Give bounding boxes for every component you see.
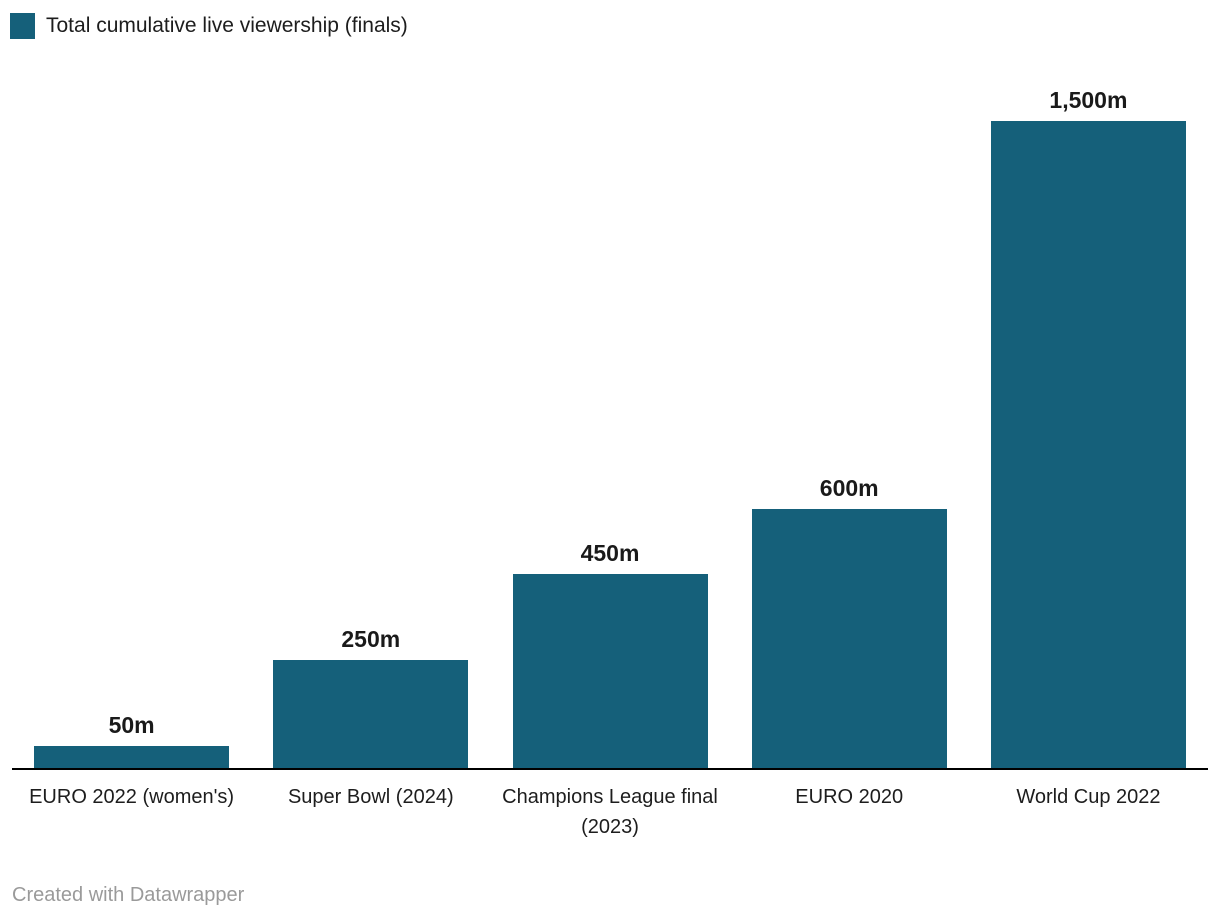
bar-group: 1,500m [969,0,1208,768]
x-axis-label: Champions League final (2023) [502,786,718,838]
x-axis-labels: EURO 2022 (women's) Super Bowl (2024) Ch… [12,782,1208,842]
datawrapper-credit-link[interactable]: Created with Datawrapper [12,884,245,906]
bar-value-label: 1,500m [1049,87,1128,113]
bar-group: 50m [12,0,251,768]
bar-value-label: 250m [341,626,401,652]
bar-group: 450m [490,0,729,768]
bar [990,121,1186,768]
bar-value-label: 450m [580,540,640,566]
bar [273,660,469,768]
x-axis-label: World Cup 2022 [1016,786,1161,808]
chart-legend: Total cumulative live viewership (finals… [10,13,408,39]
bar-value-label: 600m [819,475,879,501]
x-axis-label: EURO 2020 [795,786,904,808]
bar [512,574,708,768]
bar [751,509,947,768]
bar-group: 600m [730,0,969,768]
x-axis-label: Super Bowl (2024) [287,786,454,808]
bar-group: 250m [251,0,490,768]
legend-swatch-icon [10,13,35,39]
legend-label: Total cumulative live viewership (finals… [46,14,408,37]
x-axis-line [12,768,1208,770]
plot-area: 50m 250m 450m 600m 1,500m [12,0,1208,768]
bar [34,746,230,768]
bar-value-label: 50m [108,712,155,738]
x-axis-label: EURO 2022 (women's) [29,786,235,808]
